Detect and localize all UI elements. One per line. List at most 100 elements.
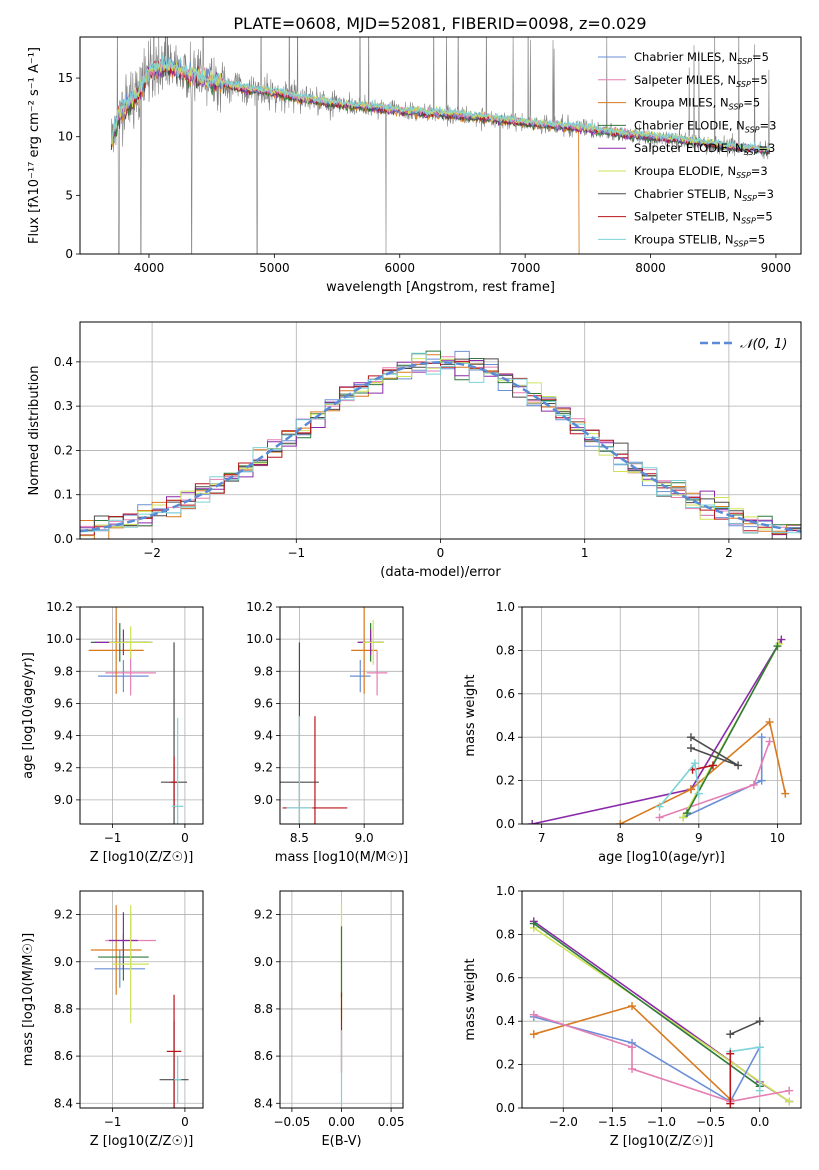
errorbar-salpeter_elodie bbox=[108, 912, 138, 969]
legend-label-tail: =5 bbox=[751, 73, 768, 87]
x-tick-label: −2 bbox=[143, 546, 161, 560]
y-axis-label: mass weight bbox=[463, 958, 478, 1040]
x-axis-label: mass [log10(M/M☉)] bbox=[275, 850, 408, 865]
errorbar-salpeter_stelib bbox=[166, 994, 182, 1108]
y-tick-label: 0.8 bbox=[496, 643, 515, 657]
model-line-kroupa_miles bbox=[110, 61, 580, 254]
errorbar-chabrier_miles bbox=[98, 660, 149, 693]
legend-label-tail: =3 bbox=[751, 164, 768, 178]
y-tick-label: 8.8 bbox=[254, 1002, 273, 1016]
series-line-chabrier_elodie bbox=[686, 645, 779, 814]
y-tick-label: 9.0 bbox=[54, 955, 73, 969]
y-tick-label: 9.0 bbox=[54, 793, 73, 807]
series-line-salpeter_miles bbox=[659, 741, 771, 819]
y-tick-label: 9.4 bbox=[54, 729, 73, 743]
y-tick-label: 8.6 bbox=[54, 1049, 73, 1063]
legend-label: Kroupa STELIB, NSSP=5 bbox=[634, 232, 765, 248]
y-tick-label: 1.0 bbox=[496, 884, 515, 898]
errorbar-salpeter_miles bbox=[366, 650, 388, 696]
x-tick-label: 0 bbox=[181, 831, 189, 845]
y-tick-label: 9.2 bbox=[54, 908, 73, 922]
errorbar-chabrier_miles bbox=[94, 949, 146, 988]
x-axis-label: E(B-V) bbox=[321, 1134, 361, 1149]
legend-label-sub: SSP bbox=[736, 171, 751, 180]
x-tick-label: 0.0 bbox=[750, 1115, 769, 1129]
y-tick-label: 9.8 bbox=[54, 664, 73, 678]
y-tick-label: 10.2 bbox=[246, 600, 273, 614]
x-tick-label: −0.5 bbox=[696, 1115, 725, 1129]
legend-label-sub: SSP bbox=[744, 148, 759, 157]
series-line-chabrier_miles bbox=[533, 1016, 761, 1103]
series-line-chabrier_elodie bbox=[533, 922, 761, 1087]
y-axis-label: mass [log10(M/M☉)] bbox=[21, 933, 36, 1066]
legend-label: Chabrier ELODIE, NSSP=3 bbox=[634, 118, 776, 134]
x-axis-label: (data-model)/error bbox=[380, 565, 501, 580]
legend-label-tail: =5 bbox=[748, 232, 765, 246]
histogram-step-kroupa_stelib bbox=[80, 352, 801, 534]
legend-label-main: Kroupa STELIB, N bbox=[634, 232, 734, 246]
y-tick-label: 9.4 bbox=[254, 729, 273, 743]
legend-label: Salpeter MILES, NSSP=5 bbox=[634, 73, 768, 89]
legend-label-tail: =3 bbox=[760, 118, 777, 132]
legend-label-sub: SSP bbox=[742, 194, 757, 203]
legend-label-tail: =3 bbox=[758, 141, 775, 155]
axes-frame bbox=[279, 890, 404, 1109]
legend-label-main: Chabrier ELODIE, N bbox=[634, 118, 745, 132]
x-tick-label: 8 bbox=[616, 831, 624, 845]
x-axis-label: age [log10(age/yr)] bbox=[598, 850, 725, 865]
y-tick-label: 8.4 bbox=[54, 1096, 73, 1110]
x-axis-label: Z [log10(Z/Z☉)] bbox=[90, 1134, 194, 1149]
y-tick-label: 0.8 bbox=[496, 927, 515, 941]
x-tick-label: 10 bbox=[770, 831, 785, 845]
y-axis-label: Normed distribution bbox=[27, 366, 42, 496]
errorbar-chabrier_miles bbox=[349, 660, 371, 693]
errorbar-kroupa_miles bbox=[88, 607, 144, 694]
x-tick-label: 6000 bbox=[384, 261, 415, 275]
x-tick-label: −2.0 bbox=[549, 1115, 578, 1129]
y-tick-label: 8.8 bbox=[54, 1002, 73, 1016]
x-tick-label: −1 bbox=[287, 546, 305, 560]
plot-area-massweight_vs_age bbox=[528, 635, 790, 824]
errorbar-kroupa_elodie bbox=[362, 619, 384, 665]
series-line-salpeter_elodie bbox=[532, 639, 783, 824]
y-tick-label: 10 bbox=[58, 130, 73, 144]
y-tick-label: 0.2 bbox=[54, 443, 73, 457]
panel-residuals: −2 −1 0 1 2 0.0 0.1 0.2 0.3 0.4 (data-model)/error… bbox=[27, 321, 802, 580]
x-tick-label: 5000 bbox=[259, 261, 290, 275]
legend-label-tail: =5 bbox=[752, 50, 769, 64]
x-tick-label: 4000 bbox=[134, 261, 165, 275]
y-tick-label: 9.6 bbox=[54, 696, 73, 710]
plot-area-massweight_vs_Z bbox=[529, 917, 794, 1108]
legend-label-main: Kroupa MILES, N bbox=[634, 96, 729, 110]
legend-label-main: Chabrier STELIB, N bbox=[634, 187, 742, 201]
x-tick-label: 9.0 bbox=[355, 831, 374, 845]
series-line-chabrier_stelib bbox=[729, 1020, 761, 1035]
y-tick-label: 9.2 bbox=[254, 908, 273, 922]
x-axis-label: Z [log10(Z/Z☉)] bbox=[610, 1134, 714, 1149]
y-axis-label: mass weight bbox=[463, 674, 478, 756]
legend-label-sub: SSP bbox=[734, 239, 749, 248]
x-tick-label: −1.0 bbox=[647, 1115, 676, 1129]
legend-label-main: Salpeter ELODIE, N bbox=[634, 141, 744, 155]
legend-label-sub: SSP bbox=[745, 125, 760, 134]
y-tick-label: 10.0 bbox=[246, 632, 273, 646]
y-tick-label: 10.0 bbox=[46, 632, 73, 646]
x-tick-label: 8000 bbox=[635, 261, 666, 275]
residual-legend: 𝒩(0, 1) bbox=[700, 337, 787, 352]
y-tick-label: 9.2 bbox=[54, 761, 73, 775]
y-tick-label: 15 bbox=[58, 71, 73, 85]
plot-area-spectrum bbox=[110, 37, 771, 254]
legend-label-sub: SSP bbox=[741, 217, 756, 226]
histogram-step-salpeter_stelib bbox=[80, 361, 801, 536]
errorbar-kroupa_elodie bbox=[108, 626, 153, 659]
y-axis-label: age [log10(age/yr)] bbox=[21, 652, 36, 779]
figure-title: PLATE=0608, MJD=52081, FIBERID=0098, z=0… bbox=[233, 14, 646, 33]
y-tick-label: 0.2 bbox=[496, 1058, 515, 1072]
y-tick-label: 0.6 bbox=[496, 971, 515, 985]
plot-area-age_vs_mass bbox=[280, 607, 388, 824]
axes-frame bbox=[521, 890, 802, 1109]
y-tick-label: 0.0 bbox=[496, 817, 515, 831]
